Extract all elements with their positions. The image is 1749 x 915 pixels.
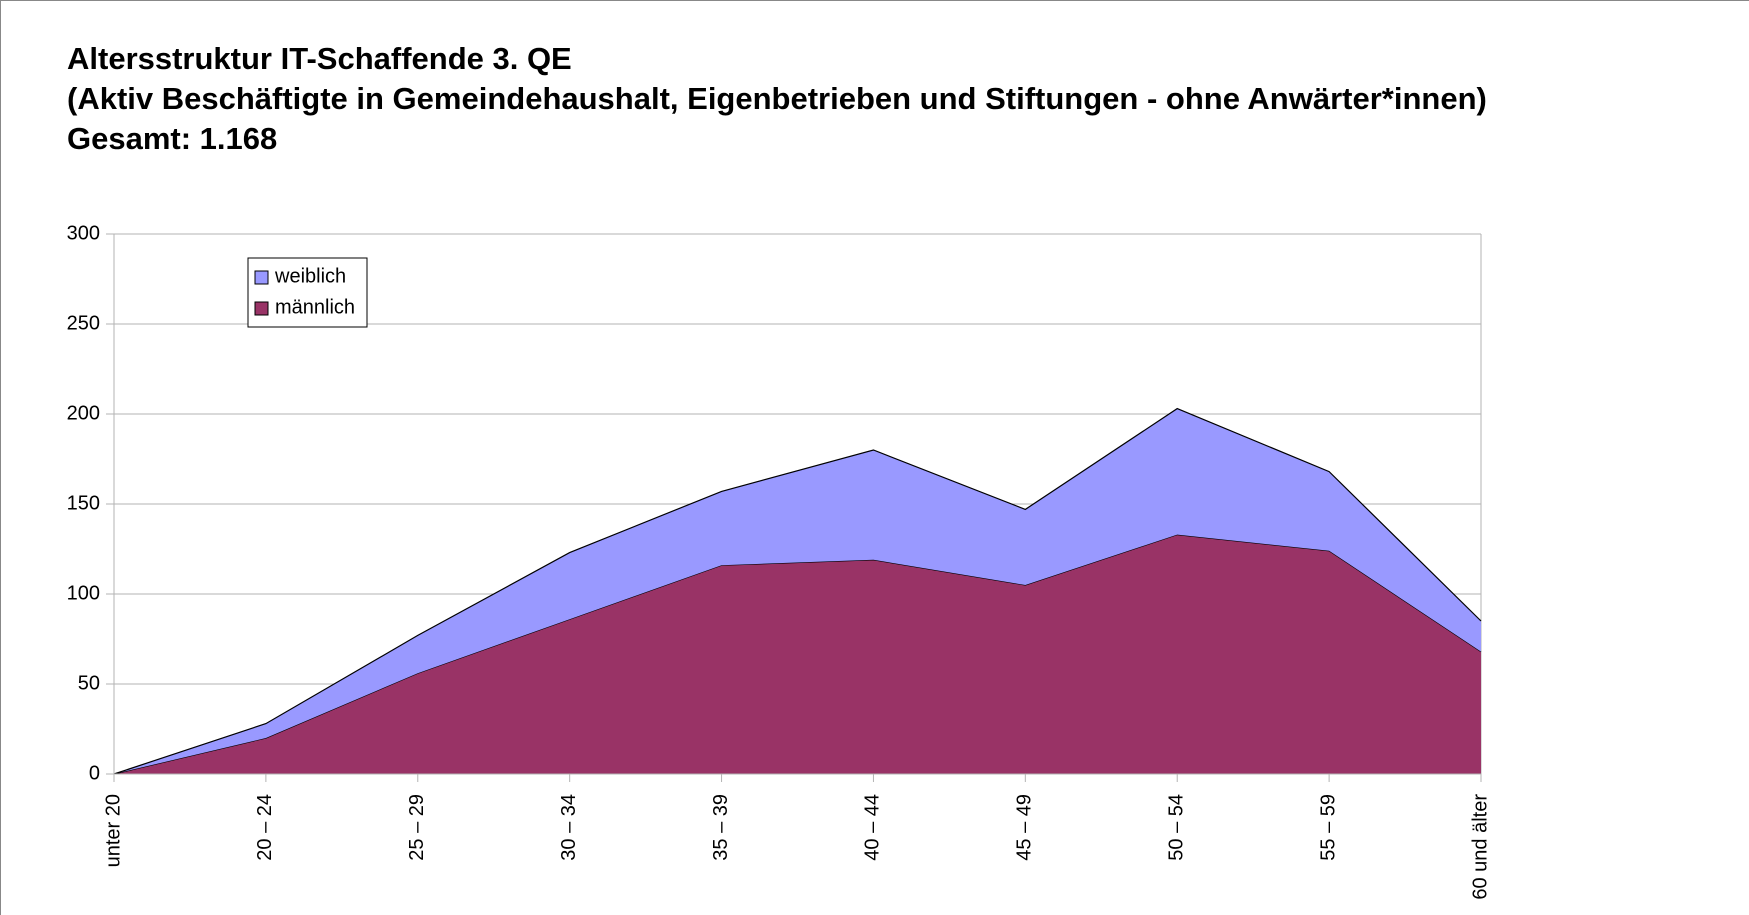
legend-box bbox=[247, 257, 368, 328]
x-tick-label: 50 – 54 bbox=[1166, 794, 1188, 861]
legend-swatch bbox=[254, 301, 269, 316]
x-tick-label: 55 – 59 bbox=[1317, 794, 1339, 861]
x-tick-label: 40 – 44 bbox=[862, 794, 884, 861]
legend-swatch bbox=[254, 270, 269, 285]
y-tick-label: 50 bbox=[78, 672, 100, 694]
x-tick-label: 25 – 29 bbox=[406, 794, 428, 861]
y-tick-label: 250 bbox=[67, 312, 100, 334]
y-tick-label: 300 bbox=[67, 222, 100, 244]
chart-title: Gesamt: 1.168 bbox=[67, 121, 277, 156]
chart-title: Altersstruktur IT-Schaffende 3. QE bbox=[67, 41, 572, 76]
x-tick-label: 30 – 34 bbox=[558, 794, 580, 861]
x-tick-label: 45 – 49 bbox=[1014, 794, 1036, 861]
x-tick-label: 60 und älter bbox=[1469, 794, 1491, 900]
x-tick-label: 35 – 39 bbox=[710, 794, 732, 861]
y-tick-label: 200 bbox=[67, 402, 100, 424]
area-edge bbox=[113, 407, 1482, 775]
chart-title: (Aktiv Beschäftigte in Gemeindehaushalt,… bbox=[67, 81, 1487, 116]
legend-label: weiblich bbox=[274, 265, 346, 287]
legend-label: männlich bbox=[275, 296, 355, 318]
y-tick-label: 100 bbox=[67, 582, 100, 604]
x-tick-label: unter 20 bbox=[102, 794, 124, 867]
y-tick-label: 0 bbox=[89, 762, 100, 784]
area bbox=[114, 408, 1481, 774]
y-tick-label: 150 bbox=[67, 492, 100, 514]
x-tick-label: 20 – 24 bbox=[254, 794, 276, 861]
area bbox=[114, 534, 1481, 774]
